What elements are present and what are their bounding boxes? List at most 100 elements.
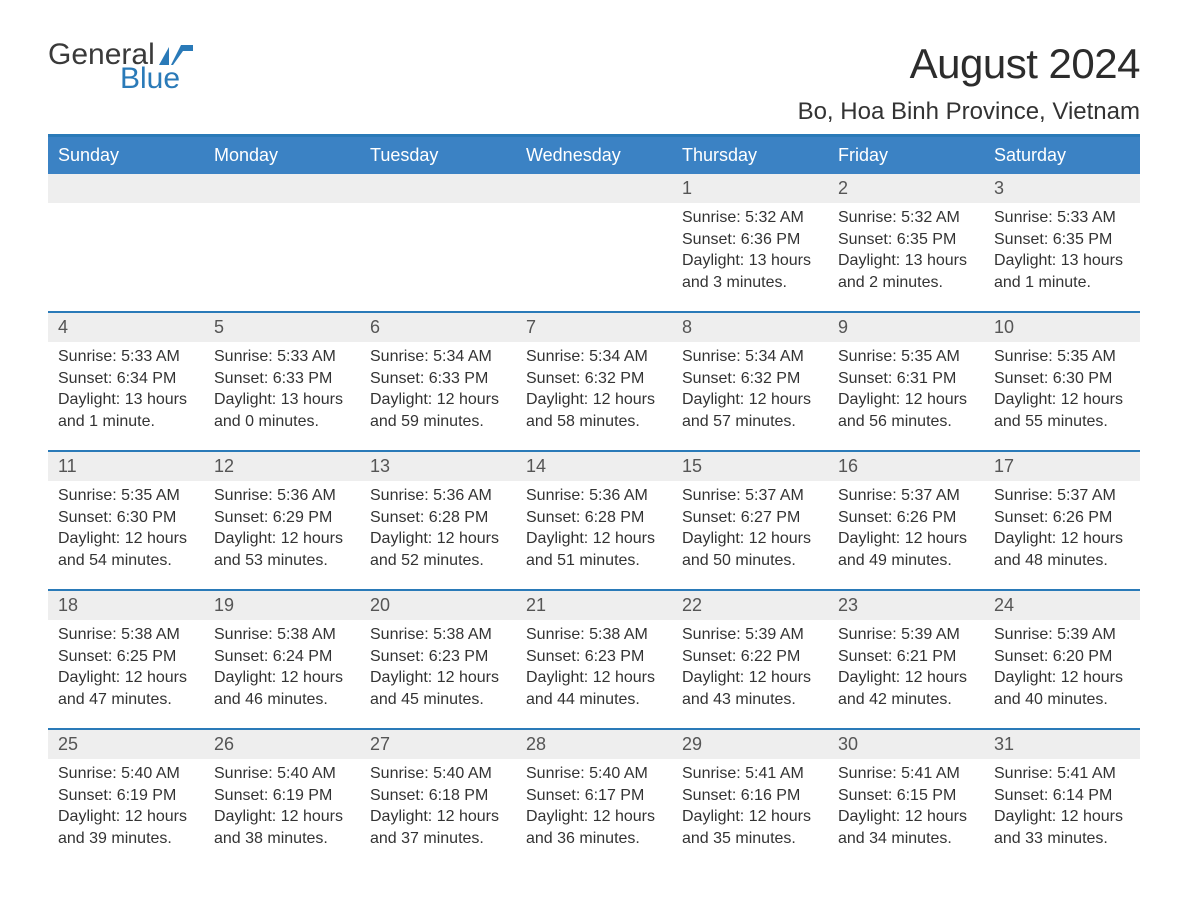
- sunset-text: Sunset: 6:19 PM: [214, 785, 350, 807]
- day-detail: Sunrise: 5:33 AMSunset: 6:33 PMDaylight:…: [204, 342, 360, 436]
- sunset-text: Sunset: 6:31 PM: [838, 368, 974, 390]
- sunset-text: Sunset: 6:25 PM: [58, 646, 194, 668]
- day-number: 8: [672, 313, 828, 342]
- sunrise-text: Sunrise: 5:38 AM: [214, 624, 350, 646]
- logo-text-blue: Blue: [120, 64, 193, 94]
- sunset-text: Sunset: 6:36 PM: [682, 229, 818, 251]
- dow-tuesday: Tuesday: [360, 137, 516, 174]
- sunset-text: Sunset: 6:35 PM: [838, 229, 974, 251]
- day-detail: Sunrise: 5:38 AMSunset: 6:23 PMDaylight:…: [360, 620, 516, 714]
- day-detail: Sunrise: 5:36 AMSunset: 6:28 PMDaylight:…: [360, 481, 516, 575]
- day-number: 31: [984, 730, 1140, 759]
- sunrise-text: Sunrise: 5:41 AM: [838, 763, 974, 785]
- day-number: 24: [984, 591, 1140, 620]
- day-number: 28: [516, 730, 672, 759]
- day-detail: Sunrise: 5:33 AMSunset: 6:35 PMDaylight:…: [984, 203, 1140, 297]
- sunset-text: Sunset: 6:27 PM: [682, 507, 818, 529]
- sunset-text: Sunset: 6:30 PM: [994, 368, 1130, 390]
- daylight-text: Daylight: 13 hours and 1 minute.: [58, 389, 194, 432]
- day-number: [516, 174, 672, 203]
- logo: General Blue: [48, 40, 193, 94]
- daylight-text: Daylight: 12 hours and 34 minutes.: [838, 806, 974, 849]
- sunrise-text: Sunrise: 5:39 AM: [682, 624, 818, 646]
- day-number: 25: [48, 730, 204, 759]
- daylight-text: Daylight: 12 hours and 51 minutes.: [526, 528, 662, 571]
- sunset-text: Sunset: 6:34 PM: [58, 368, 194, 390]
- sunrise-text: Sunrise: 5:37 AM: [682, 485, 818, 507]
- day-number: 21: [516, 591, 672, 620]
- day-number: 1: [672, 174, 828, 203]
- day-of-week-header: Sunday Monday Tuesday Wednesday Thursday…: [48, 137, 1140, 174]
- sunrise-text: Sunrise: 5:34 AM: [370, 346, 506, 368]
- day-detail: Sunrise: 5:41 AMSunset: 6:15 PMDaylight:…: [828, 759, 984, 853]
- header: General Blue August 2024 Bo, Hoa Binh Pr…: [48, 40, 1140, 126]
- daylight-text: Daylight: 12 hours and 56 minutes.: [838, 389, 974, 432]
- day-detail: Sunrise: 5:35 AMSunset: 6:31 PMDaylight:…: [828, 342, 984, 436]
- sunrise-text: Sunrise: 5:32 AM: [682, 207, 818, 229]
- day-detail: Sunrise: 5:37 AMSunset: 6:26 PMDaylight:…: [828, 481, 984, 575]
- sunrise-text: Sunrise: 5:37 AM: [838, 485, 974, 507]
- day-detail: Sunrise: 5:38 AMSunset: 6:23 PMDaylight:…: [516, 620, 672, 714]
- sunset-text: Sunset: 6:19 PM: [58, 785, 194, 807]
- daynum-row: 18192021222324: [48, 591, 1140, 620]
- day-number: 10: [984, 313, 1140, 342]
- dow-saturday: Saturday: [984, 137, 1140, 174]
- day-number: 4: [48, 313, 204, 342]
- detail-row: Sunrise: 5:35 AMSunset: 6:30 PMDaylight:…: [48, 481, 1140, 589]
- daylight-text: Daylight: 12 hours and 45 minutes.: [370, 667, 506, 710]
- daylight-text: Daylight: 13 hours and 2 minutes.: [838, 250, 974, 293]
- sunset-text: Sunset: 6:15 PM: [838, 785, 974, 807]
- day-number: 27: [360, 730, 516, 759]
- daylight-text: Daylight: 13 hours and 0 minutes.: [214, 389, 350, 432]
- day-detail: Sunrise: 5:34 AMSunset: 6:32 PMDaylight:…: [516, 342, 672, 436]
- daylight-text: Daylight: 12 hours and 38 minutes.: [214, 806, 350, 849]
- calendar-body: 123 Sunrise: 5:32 AMSunset: 6:36 PM Daylig…: [48, 174, 1140, 867]
- detail-row: Sunrise: 5:40 AMSunset: 6:19 PMDaylight:…: [48, 759, 1140, 867]
- day-detail: Sunrise: 5:37 AMSunset: 6:27 PMDaylight:…: [672, 481, 828, 575]
- sunrise-text: Sunrise: 5:36 AM: [214, 485, 350, 507]
- sunrise-text: Sunrise: 5:33 AM: [994, 207, 1130, 229]
- day-detail: Sunrise: 5:35 AMSunset: 6:30 PMDaylight:…: [984, 342, 1140, 436]
- sunrise-text: Sunrise: 5:40 AM: [214, 763, 350, 785]
- day-detail: Sunrise: 5:34 AMSunset: 6:32 PMDaylight:…: [672, 342, 828, 436]
- detail-row: Sunrise: 5:38 AM Sunset: 6:25 PM Daylight:…: [48, 620, 1140, 728]
- dow-sunday: Sunday: [48, 137, 204, 174]
- sunrise-text: Sunrise: 5:33 AM: [214, 346, 350, 368]
- sunrise-text: Sunrise: 5:41 AM: [994, 763, 1130, 785]
- sunset-text: Sunset: 6:14 PM: [994, 785, 1130, 807]
- daylight-text: Daylight: 13 hours and 1 minute.: [994, 250, 1130, 293]
- day-number: 18: [48, 591, 204, 620]
- day-detail: [204, 203, 360, 297]
- day-detail: Sunrise: 5:39 AMSunset: 6:20 PMDaylight:…: [984, 620, 1140, 714]
- sunset-text: Sunset: 6:22 PM: [682, 646, 818, 668]
- day-detail: Sunrise: 5:41 AMSunset: 6:16 PMDaylight:…: [672, 759, 828, 853]
- sunset-text: Sunset: 6:26 PM: [838, 507, 974, 529]
- sunrise-text: Sunrise: 5:36 AM: [370, 485, 506, 507]
- day-number: 11: [48, 452, 204, 481]
- sunset-text: Sunset: 6:20 PM: [994, 646, 1130, 668]
- day-detail: Sunrise: 5:41 AMSunset: 6:14 PMDaylight:…: [984, 759, 1140, 853]
- day-detail: Sunrise: 5:40 AMSunset: 6:18 PMDaylight:…: [360, 759, 516, 853]
- daynum-row: 45678910: [48, 313, 1140, 342]
- daylight-text: Daylight: 12 hours and 46 minutes.: [214, 667, 350, 710]
- month-title: August 2024: [798, 40, 1140, 88]
- sunset-text: Sunset: 6:30 PM: [58, 507, 194, 529]
- daylight-text: Daylight: 12 hours and 58 minutes.: [526, 389, 662, 432]
- day-detail: Sunrise: 5:40 AMSunset: 6:17 PMDaylight:…: [516, 759, 672, 853]
- sunset-text: Sunset: 6:17 PM: [526, 785, 662, 807]
- sunrise-text: Sunrise: 5:39 AM: [994, 624, 1130, 646]
- day-number: 19: [204, 591, 360, 620]
- day-number: 22: [672, 591, 828, 620]
- detail-row: Sunrise: 5:33 AMSunset: 6:34 PMDaylight:…: [48, 342, 1140, 450]
- day-detail: Sunrise: 5:38 AMSunset: 6:24 PMDaylight:…: [204, 620, 360, 714]
- daynum-row: 123: [48, 174, 1140, 203]
- calendar-week: 25262728293031Sunrise: 5:40 AMSunset: 6:…: [48, 728, 1140, 867]
- day-detail: [516, 203, 672, 297]
- sunset-text: Sunset: 6:35 PM: [994, 229, 1130, 251]
- day-number: 17: [984, 452, 1140, 481]
- daylight-text: Daylight: 12 hours and 52 minutes.: [370, 528, 506, 571]
- daylight-text: Daylight: 12 hours and 43 minutes.: [682, 667, 818, 710]
- day-number: 2: [828, 174, 984, 203]
- daylight-text: Daylight: 12 hours and 57 minutes.: [682, 389, 818, 432]
- day-detail: Sunrise: 5:33 AMSunset: 6:34 PMDaylight:…: [48, 342, 204, 436]
